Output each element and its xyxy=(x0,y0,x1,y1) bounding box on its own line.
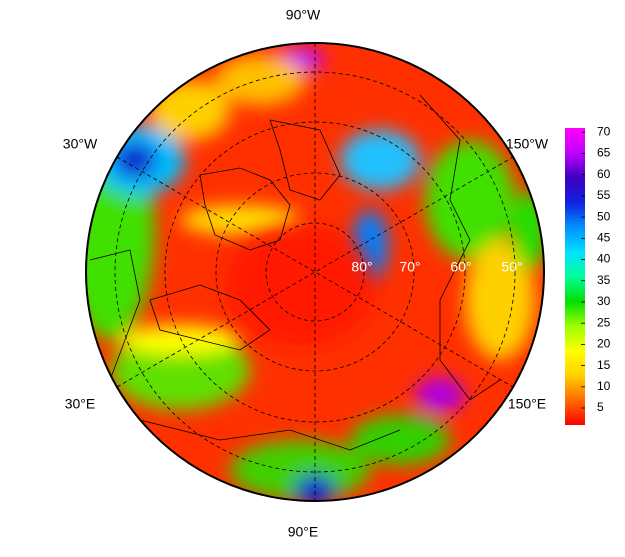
latitude-label: 50° xyxy=(501,259,522,275)
colorbar-tick-label: 20 xyxy=(597,337,611,351)
latitude-label: 60° xyxy=(450,259,471,275)
longitude-label: 90°E xyxy=(288,524,319,540)
longitude-label: 30°E xyxy=(65,396,96,412)
map-field xyxy=(86,43,544,501)
colorbar-tick-label: 40 xyxy=(597,252,611,266)
longitude-label: 30°W xyxy=(63,136,98,152)
colorbar-tick-label: 55 xyxy=(597,188,611,202)
latitude-labels: 80° 70° 60° 50° xyxy=(351,259,522,275)
colorbar-tick-label: 35 xyxy=(597,273,611,287)
colorbar xyxy=(565,128,585,425)
colorbar-tick-label: 50 xyxy=(597,209,611,223)
latitude-label: 70° xyxy=(399,259,420,275)
map-border xyxy=(85,42,545,502)
longitude-label: 150°W xyxy=(506,136,549,152)
colorbar-tick-label: 60 xyxy=(597,167,611,181)
colorbar-tick-label: 45 xyxy=(597,230,611,244)
colorbar-tick-label: 65 xyxy=(597,146,611,160)
colorbar-tick-label: 25 xyxy=(597,315,611,329)
colorbar-tick-label: 30 xyxy=(597,294,611,308)
colorbar-tick-label: 70 xyxy=(597,124,611,138)
longitude-labels: 90°W 30°W 150°W 30°E 150°E 90°E xyxy=(63,7,549,540)
colorbar-tick-label: 15 xyxy=(597,358,611,372)
longitude-label: 90°W xyxy=(286,7,321,23)
colorbar-tick-label: 10 xyxy=(597,379,611,393)
longitude-label: 150°E xyxy=(508,396,546,412)
latitude-label: 80° xyxy=(351,259,372,275)
colorbar-tick-label: 5 xyxy=(597,400,604,414)
